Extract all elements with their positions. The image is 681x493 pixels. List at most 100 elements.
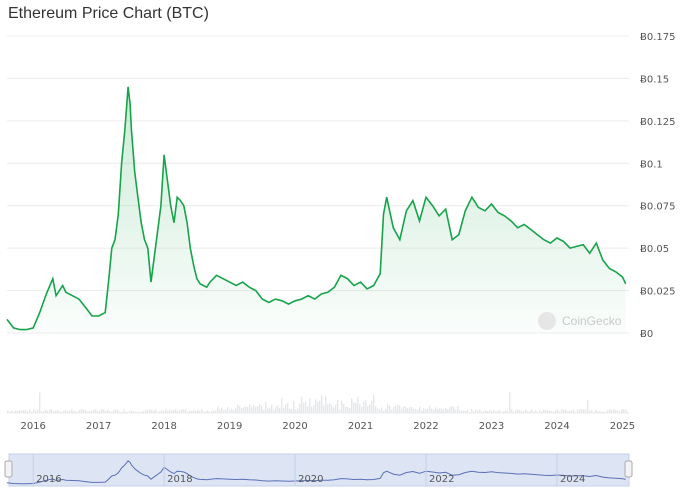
volume-bar (337, 399, 339, 413)
volume-bar (261, 405, 263, 413)
volume-bar (413, 409, 415, 413)
volume-bar (493, 409, 495, 413)
volume-bar (359, 404, 361, 413)
price-line (6, 86, 627, 331)
volume-bar (545, 410, 547, 413)
volume-bar (27, 411, 29, 413)
volume-bar (505, 410, 507, 413)
y-tick-label: Ƀ0.175 (640, 32, 676, 43)
x-tick-label: 2022 (413, 421, 438, 432)
volume-bar (567, 411, 569, 413)
x-tick-label: 2020 (282, 421, 307, 432)
volume-bar (407, 408, 409, 413)
volume-bar (121, 411, 123, 413)
volume-bar (603, 411, 605, 413)
volume-bar (183, 409, 185, 413)
volume-bar (349, 407, 351, 413)
volume-bar (83, 409, 85, 413)
volume-bar (411, 407, 413, 413)
volume-bar (259, 403, 261, 413)
volume-bar (77, 411, 79, 413)
navigator-tick-label: 2022 (429, 474, 454, 485)
volume-bar (35, 410, 37, 413)
volume-bar (25, 410, 27, 413)
volume-bar (577, 409, 579, 413)
volume-bar (351, 398, 353, 413)
volume-bar (163, 410, 165, 413)
volume-bar (419, 406, 421, 413)
volume-bar (427, 408, 429, 413)
volume-bar (373, 394, 375, 413)
volume-bar (477, 410, 479, 413)
volume-bar (221, 407, 223, 413)
volume-bar (353, 402, 355, 413)
volume-bar (523, 411, 525, 413)
volume-bar (195, 410, 197, 413)
volume-bar (113, 409, 115, 413)
volume-bar (97, 410, 99, 413)
volume-bar (527, 410, 529, 413)
navigator-tick-label: 2018 (167, 474, 192, 485)
x-tick-label: 2018 (151, 421, 176, 432)
volume-bar (457, 405, 459, 413)
volume-bar (327, 404, 329, 413)
volume-bar (99, 410, 101, 413)
volume-bar (481, 411, 483, 413)
volume-bar (187, 411, 189, 413)
volume-bar (343, 403, 345, 413)
volume-bar (283, 407, 285, 413)
volume-bar (529, 411, 531, 413)
volume-bar (33, 409, 35, 413)
volume-bar (147, 409, 149, 413)
volume-bar (155, 409, 157, 413)
volume-bar (85, 410, 87, 413)
volume-bar (255, 406, 257, 413)
volume-bar (107, 409, 109, 413)
volume-bar (367, 405, 369, 413)
x-tick-label: 2025 (610, 421, 635, 432)
navigator-right-handle[interactable] (624, 460, 633, 478)
volume-bar (11, 410, 13, 413)
volume-bar (223, 410, 225, 413)
volume-bar (423, 408, 425, 413)
volume-bar (151, 410, 153, 413)
navigator-left-handle[interactable] (4, 460, 13, 478)
x-tick-label: 2024 (544, 421, 569, 432)
volume-bar (449, 406, 451, 413)
volume-bar (171, 410, 173, 413)
volume-bar (615, 409, 617, 413)
volume-bar (167, 410, 169, 413)
navigator-tick-label: 2016 (36, 474, 61, 485)
volume-bar (469, 411, 471, 413)
x-tick-label: 2019 (217, 421, 242, 432)
volume-bar (267, 408, 269, 413)
volume-bar (57, 410, 59, 413)
volume-bar (405, 406, 407, 413)
volume-bar (79, 409, 81, 413)
volume-bar (459, 410, 461, 413)
volume-bar (239, 405, 241, 413)
volume-bar (75, 411, 77, 413)
volume-bar (551, 411, 553, 413)
x-tick-label: 2023 (479, 421, 504, 432)
volume-bar (115, 409, 117, 413)
x-tick-label: 2017 (86, 421, 111, 432)
volume-bar (131, 410, 133, 413)
navigator-tick-label: 2024 (560, 474, 585, 485)
volume-bar (271, 404, 273, 413)
volume-bar (369, 404, 371, 413)
volume-bar (109, 411, 111, 413)
volume-bar (111, 411, 113, 413)
volume-bar (295, 409, 297, 413)
volume-bar (9, 411, 11, 413)
volume-bar (311, 406, 313, 413)
volume-bar (565, 409, 567, 413)
volume-bar (391, 409, 393, 413)
range-navigator[interactable]: 2016 2018 2020 2022 2024 (4, 453, 633, 487)
volume-bar (317, 402, 319, 413)
volume-bar (169, 409, 171, 413)
volume-bar (185, 409, 187, 413)
volume-bar (579, 409, 581, 413)
volume-bar (433, 409, 435, 413)
volume-bar (137, 411, 139, 413)
